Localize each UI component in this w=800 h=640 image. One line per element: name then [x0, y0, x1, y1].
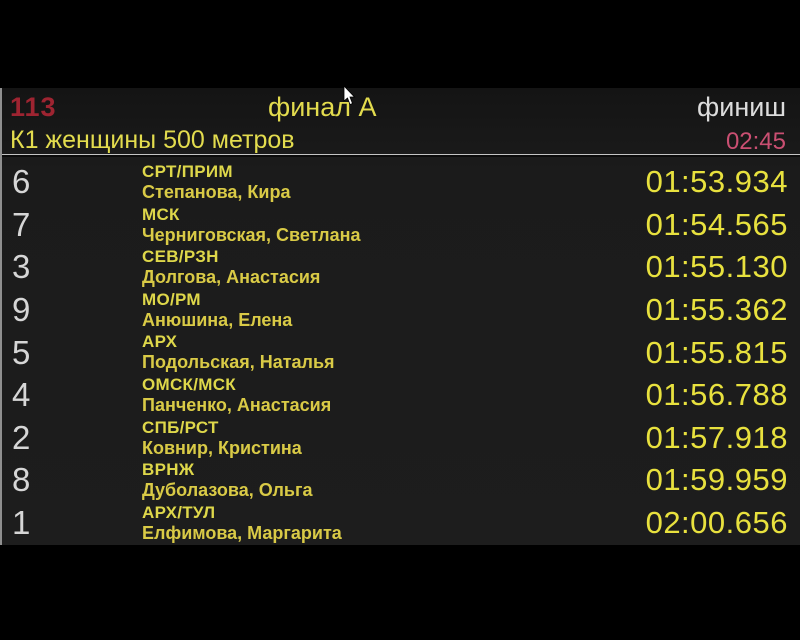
race-clock: 02:45: [725, 128, 786, 155]
finish-time: 01:54.565: [645, 206, 788, 242]
race-title: финал А: [268, 92, 377, 122]
result-row: 2 СПБ/РСТ Ковнир, Кристина 01:57.918: [2, 417, 800, 460]
finish-time: 01:55.130: [645, 249, 788, 285]
result-row: 5 АРХ Подольская, Наталья 01:55.815: [2, 331, 800, 374]
lane-number: 4: [12, 376, 31, 414]
race-number: 113: [10, 92, 57, 122]
result-row: 6 СРТ/ПРИМ Степанова, Кира 01:53.934: [2, 161, 800, 204]
team-code: СПБ/РСТ: [142, 417, 219, 437]
event-title: К1 женщины 500 метров: [10, 126, 295, 154]
finish-time: 02:00.656: [645, 505, 788, 541]
athlete-name: Елфимова, Маргарита: [142, 522, 342, 543]
lane-number: 3: [12, 248, 31, 286]
athlete-name: Ковнир, Кристина: [142, 437, 302, 458]
athlete-entry: МО/РМ Анюшина, Елена: [142, 290, 292, 330]
athlete-name: Долгова, Анастасия: [142, 267, 321, 288]
header-row-event: К1 женщины 500 метров 02:45: [2, 124, 800, 155]
athlete-entry: СРТ/ПРИМ Степанова, Кира: [142, 162, 290, 202]
athlete-name: Дуболазова, Ольга: [142, 480, 313, 501]
header-separator: [2, 154, 800, 157]
mouse-cursor-icon: [343, 86, 356, 106]
race-status: финиш: [697, 92, 786, 122]
team-code: МСК: [142, 204, 180, 224]
athlete-entry: АРХ/ТУЛ Елфимова, Маргарита: [142, 503, 342, 543]
result-row: 4 ОМСК/МСК Панченко, Анастасия 01:56.788: [2, 374, 800, 417]
finish-time: 01:55.815: [645, 334, 788, 370]
result-row: 9 МО/РМ Анюшина, Елена 01:55.362: [2, 289, 800, 332]
lane-number: 5: [12, 333, 31, 371]
result-row: 7 МСК Черниговская, Светлана 01:54.565: [2, 204, 800, 247]
athlete-name: Анюшина, Елена: [142, 309, 293, 330]
team-code: СРТ/ПРИМ: [142, 162, 233, 181]
team-code: СЕВ/РЗН: [142, 247, 219, 267]
finish-time: 01:59.959: [645, 462, 788, 498]
result-row: 3 СЕВ/РЗН Долгова, Анастасия 01:55.130: [2, 246, 800, 289]
team-code: АРХ/ТУЛ: [142, 502, 216, 522]
athlete-name: Черниговская, Светлана: [142, 224, 361, 245]
result-row: 1 АРХ/ТУЛ Елфимова, Маргарита 02:00.656: [2, 502, 800, 545]
athlete-entry: АРХ Подольская, Наталья: [142, 332, 335, 372]
finish-time: 01:53.934: [645, 164, 788, 200]
lane-number: 8: [12, 461, 31, 499]
athlete-entry: ОМСК/МСК Панченко, Анастасия: [142, 375, 331, 415]
lane-number: 2: [12, 418, 31, 456]
athlete-name: Панченко, Анастасия: [142, 394, 332, 415]
results-list: 6 СРТ/ПРИМ Степанова, Кира 01:53.934 7 М…: [2, 161, 800, 544]
team-code: МО/РМ: [142, 289, 201, 309]
athlete-entry: СЕВ/РЗН Долгова, Анастасия: [142, 247, 320, 287]
finish-time: 01:56.788: [645, 377, 788, 413]
finish-time: 01:57.918: [645, 419, 788, 455]
athlete-entry: СПБ/РСТ Ковнир, Кристина: [142, 418, 302, 458]
lane-number: 1: [12, 504, 31, 542]
athlete-entry: ВРНЖ Дуболазова, Ольга: [142, 460, 313, 500]
scoreboard-panel: 113 финал А финиш К1 женщины 500 метров …: [0, 88, 800, 545]
finish-time: 01:55.362: [645, 292, 788, 328]
athlete-entry: МСК Черниговская, Светлана: [142, 205, 361, 245]
team-code: ВРНЖ: [142, 460, 195, 480]
header-row-race: 113 финал А финиш: [2, 88, 800, 126]
result-row: 8 ВРНЖ Дуболазова, Ольга 01:59.959: [2, 459, 800, 502]
lane-number: 6: [12, 163, 31, 201]
lane-number: 7: [12, 205, 31, 243]
athlete-name: Подольская, Наталья: [142, 352, 335, 373]
team-code: ОМСК/МСК: [142, 374, 236, 394]
lane-number: 9: [12, 291, 31, 329]
athlete-name: Степанова, Кира: [142, 182, 291, 202]
team-code: АРХ: [142, 332, 178, 352]
